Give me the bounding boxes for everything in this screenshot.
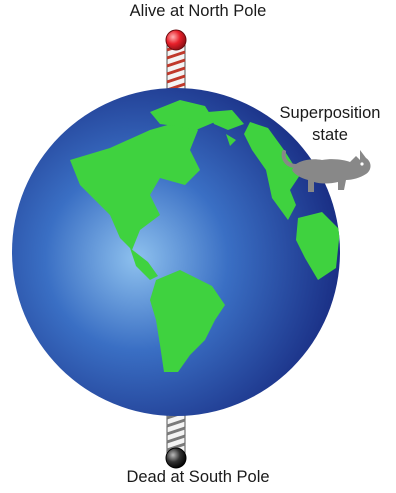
greenland-landmass [150,100,215,130]
superposition-label: Superposition state [270,102,390,146]
south-pole-rod [165,402,187,469]
superposition-label-line2: state [312,126,348,144]
africa-landmass [296,212,340,280]
island-small [226,134,236,146]
north-pole-knob [165,29,187,51]
earth-globe-icon [12,88,340,416]
europe-landmass [244,122,300,220]
arctic-islands [208,110,244,130]
north-pole-label: Alive at North Pole [129,2,267,20]
south-pole-label: Dead at South Pole [126,468,270,486]
central-america [130,248,158,280]
superposition-label-line1: Superposition [279,104,381,122]
cat-icon [281,150,371,192]
south-pole-knob [165,447,187,469]
south-america-landmass [150,270,225,372]
north-pole-rod [165,29,187,101]
north-america-landmass [70,120,200,250]
